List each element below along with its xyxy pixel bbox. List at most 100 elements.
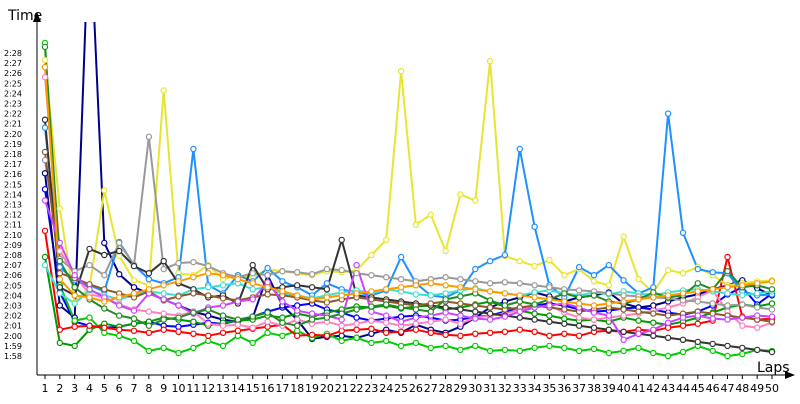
- data-point: [472, 308, 479, 315]
- data-point: [620, 336, 627, 343]
- x-tick-label: 21: [335, 382, 349, 395]
- data-point: [605, 282, 613, 289]
- data-point: [308, 310, 316, 317]
- data-point: [368, 330, 375, 337]
- data-point: [264, 318, 271, 325]
- data-point: [368, 296, 375, 303]
- data-point: [575, 263, 583, 271]
- data-point: [71, 342, 78, 350]
- data-point: [101, 272, 108, 279]
- data-point: [145, 329, 153, 336]
- data-point: [234, 321, 242, 328]
- data-point: [279, 288, 286, 295]
- data-point: [754, 290, 761, 297]
- data-point: [516, 326, 524, 333]
- data-point: [56, 339, 64, 347]
- series-lines: [44, 22, 773, 357]
- x-tick-label: 6: [116, 382, 123, 395]
- data-point: [575, 332, 583, 339]
- data-point: [175, 349, 182, 357]
- data-point: [442, 316, 449, 323]
- x-tick-label: 36: [557, 382, 571, 395]
- data-point: [664, 312, 672, 319]
- data-point: [754, 280, 761, 287]
- data-point: [531, 262, 538, 270]
- x-tick-label: 11: [186, 382, 200, 395]
- data-point: [724, 268, 731, 275]
- y-ticks: 1:581:592:002:012:022:03 2:042:052:062:07…: [4, 49, 22, 361]
- data-point: [190, 330, 197, 337]
- data-point: [561, 298, 568, 305]
- data-point: [86, 314, 93, 321]
- data-point: [650, 294, 657, 301]
- data-point: [353, 334, 360, 341]
- data-point: [442, 304, 449, 311]
- data-point: [41, 73, 49, 81]
- data-point: [590, 302, 598, 309]
- x-tick-label: 4: [86, 382, 93, 395]
- data-point: [145, 276, 153, 283]
- data-point: [442, 296, 449, 303]
- y-tick-label: 2:02: [4, 312, 22, 321]
- data-point: [323, 294, 331, 301]
- y-tick-label: 2:18: [4, 150, 22, 159]
- y-tick-label: 2:05: [4, 281, 22, 290]
- data-point: [71, 317, 78, 324]
- data-point: [160, 326, 167, 333]
- data-point: [442, 290, 449, 297]
- data-point: [294, 322, 301, 329]
- data-point: [353, 326, 360, 333]
- data-point: [754, 312, 761, 319]
- data-point: [427, 308, 434, 315]
- y-tick-label: 2:26: [4, 69, 22, 78]
- data-point: [397, 284, 405, 291]
- data-point: [130, 284, 138, 291]
- data-point: [694, 265, 702, 273]
- x-tick-label: 3: [71, 382, 78, 395]
- data-point: [190, 145, 197, 153]
- data-point: [679, 322, 687, 329]
- x-tick-label: 19: [305, 382, 319, 395]
- data-point: [412, 339, 420, 347]
- data-point: [605, 300, 613, 307]
- data-point: [590, 345, 598, 353]
- data-point: [86, 286, 93, 293]
- data-point: [679, 229, 687, 236]
- data-point: [383, 301, 390, 308]
- data-point: [160, 344, 167, 352]
- data-point: [175, 293, 182, 300]
- data-point: [294, 307, 301, 314]
- data-point: [768, 348, 776, 356]
- y-axis-arrow-icon: [33, 12, 41, 22]
- data-point: [294, 316, 301, 323]
- data-point: [546, 332, 553, 339]
- data-point: [546, 312, 553, 319]
- data-point: [279, 298, 286, 305]
- data-point: [635, 296, 642, 303]
- data-point: [650, 326, 657, 333]
- data-point: [397, 67, 405, 75]
- data-point: [427, 280, 434, 287]
- data-point: [115, 247, 123, 255]
- data-point: [457, 320, 464, 327]
- data-point: [561, 306, 568, 313]
- data-point: [605, 312, 613, 319]
- data-point: [442, 282, 449, 289]
- y-tick-label: 2:13: [4, 201, 22, 210]
- y-tick-label: 2:09: [4, 241, 22, 250]
- data-point: [709, 286, 716, 293]
- data-point: [739, 344, 746, 352]
- data-point: [531, 223, 538, 230]
- data-point: [679, 336, 687, 343]
- data-point: [353, 306, 360, 313]
- y-tick-label: 2:14: [4, 190, 22, 199]
- data-point: [664, 266, 672, 274]
- data-point: [175, 314, 182, 321]
- data-point: [575, 300, 583, 307]
- x-tick-label: 24: [379, 382, 393, 395]
- y-tick-label: 2:22: [4, 110, 22, 119]
- data-point: [56, 205, 64, 212]
- data-point: [575, 322, 583, 329]
